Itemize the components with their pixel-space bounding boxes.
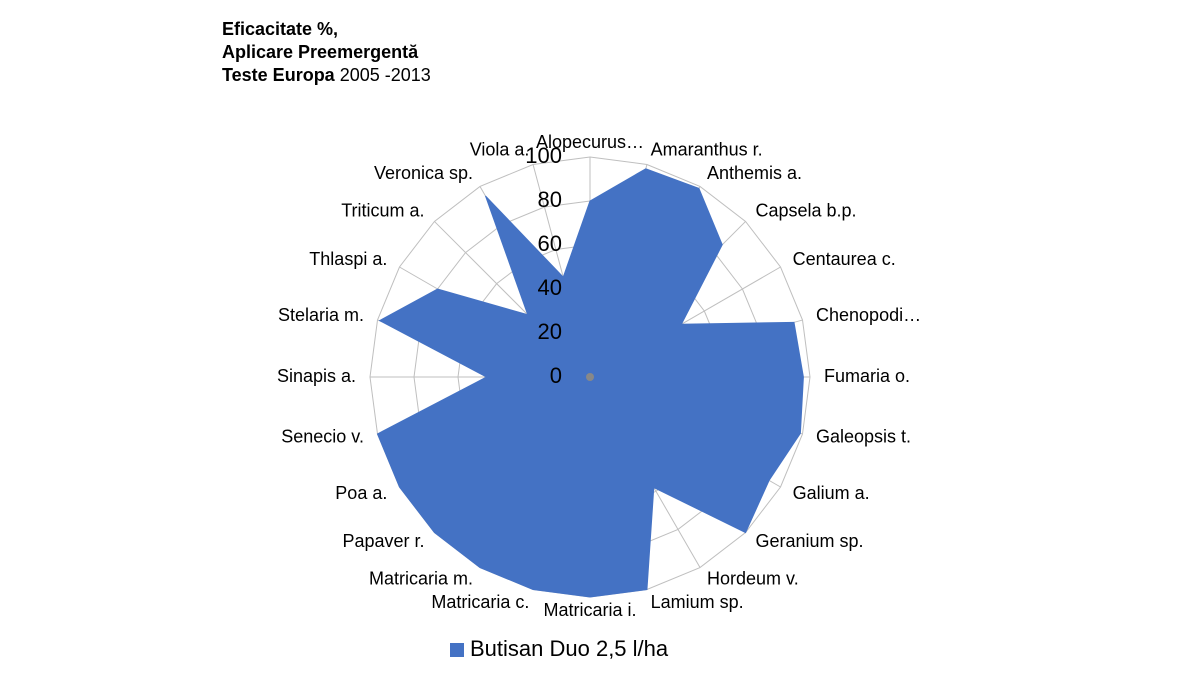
- radial-tick-label: 40: [538, 275, 562, 300]
- radial-tick-label: 80: [538, 187, 562, 212]
- chart-title: Teste Europa 2005 -2013: [222, 65, 431, 85]
- legend: Butisan Duo 2,5 l/ha: [450, 636, 669, 661]
- radial-tick-label: 100: [525, 143, 562, 168]
- category-label: Matricaria c.: [431, 592, 529, 612]
- category-label: Galeopsis t.: [816, 426, 911, 446]
- center: [586, 373, 594, 381]
- chart-title: Eficacitate %,: [222, 19, 338, 39]
- category-label: Galium a.: [793, 483, 870, 503]
- category-label: Thlaspi a.: [309, 249, 387, 269]
- chart-subtitle: 2005 -2013: [340, 65, 431, 85]
- category-label: Matricaria m.: [369, 568, 473, 588]
- chart-title: Aplicare Preemergentă: [222, 42, 419, 62]
- category-label: Hordeum v.: [707, 568, 799, 588]
- category-label: Capsela b.p.: [755, 200, 856, 220]
- category-label: Centaurea c.: [793, 249, 896, 269]
- category-label: Amaranthus r.: [651, 140, 763, 160]
- radial-tick-label: 0: [550, 363, 562, 388]
- category-label: Poa a.: [335, 483, 387, 503]
- radial-tick-label: 20: [538, 319, 562, 344]
- legend-swatch: [450, 643, 464, 657]
- category-label: Senecio v.: [281, 426, 364, 446]
- category-label: Matricaria i.: [543, 600, 636, 620]
- radar-area: [376, 168, 804, 598]
- category-label: Veronica sp.: [374, 163, 473, 183]
- legend-label: Butisan Duo 2,5 l/ha: [470, 636, 669, 661]
- category-label: Triticum a.: [341, 200, 424, 220]
- category-label: Viola a.: [470, 140, 530, 160]
- category-label: Geranium sp.: [755, 531, 863, 551]
- category-label: Lamium sp.: [651, 592, 744, 612]
- category-label: Sinapis a.: [277, 366, 356, 386]
- plot: [376, 168, 804, 598]
- category-label: Fumaria o.: [824, 366, 910, 386]
- chart-title: Teste Europa: [222, 65, 336, 85]
- category-label: Chenopodi…: [816, 305, 921, 325]
- category-label: Papaver r.: [342, 531, 424, 551]
- category-label: Anthemis a.: [707, 163, 802, 183]
- category-label: Alopecurus…: [536, 132, 644, 152]
- radial-tick-label: 60: [538, 231, 562, 256]
- category-label: Stelaria m.: [278, 305, 364, 325]
